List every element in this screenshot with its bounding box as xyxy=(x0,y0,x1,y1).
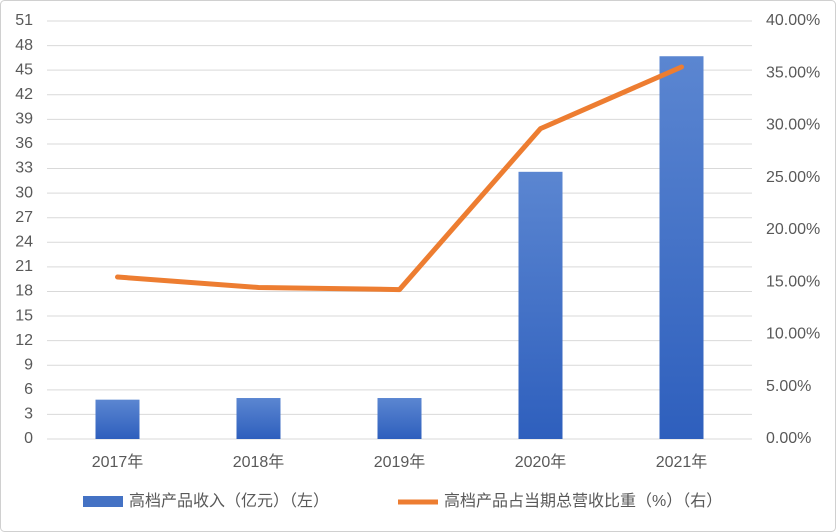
y-tick-label: 48 xyxy=(15,37,33,54)
y2-tick-label: 15.00% xyxy=(766,273,820,290)
x-tick-label: 2020年 xyxy=(515,453,567,471)
y-tick-label: 15 xyxy=(15,307,33,324)
y-tick-label: 27 xyxy=(15,209,33,226)
y-tick-label: 36 xyxy=(15,135,33,152)
line xyxy=(115,64,684,293)
bar xyxy=(236,398,281,439)
y-tick-label: 39 xyxy=(15,111,33,128)
y2-tick-label: 0.00% xyxy=(766,430,811,447)
legend-label: 高档产品收入（亿元）（左） xyxy=(129,492,329,510)
y-tick-label: 0 xyxy=(24,430,33,447)
y2-tick-label: 30.00% xyxy=(766,117,820,134)
y-tick-label: 12 xyxy=(15,332,33,349)
y2-tick-label: 25.00% xyxy=(766,169,820,186)
y-tick-label: 18 xyxy=(15,283,33,300)
y-tick-label: 42 xyxy=(15,86,33,103)
x-tick-label: 2021年 xyxy=(656,453,708,471)
x-tick-label: 2018年 xyxy=(233,453,285,471)
legend-swatch xyxy=(83,496,123,507)
bar xyxy=(659,56,704,440)
y-tick-label: 3 xyxy=(24,406,33,423)
y-tick-label: 6 xyxy=(24,381,33,398)
bar xyxy=(377,398,422,439)
bar xyxy=(518,171,563,439)
y2-tick-label: 5.00% xyxy=(766,378,811,395)
y2-tick-label: 20.00% xyxy=(766,221,820,238)
legend-label: 高档产品占当期总营收比重（%）（右） xyxy=(444,492,722,510)
y2-tick-label: 35.00% xyxy=(766,64,820,81)
y-tick-label: 33 xyxy=(15,160,33,177)
y-tick-label: 21 xyxy=(15,258,33,275)
y-tick-label: 51 xyxy=(15,12,33,29)
bar xyxy=(95,399,140,439)
y-tick-label: 24 xyxy=(15,234,33,251)
y-tick-label: 9 xyxy=(24,356,33,373)
y2-tick-label: 10.00% xyxy=(766,326,820,343)
y2-tick-label: 40.00% xyxy=(766,12,820,29)
y-tick-label: 45 xyxy=(15,61,33,78)
x-tick-label: 2017年 xyxy=(92,453,144,471)
x-tick-label: 2019年 xyxy=(374,453,426,471)
y-tick-label: 30 xyxy=(15,184,33,201)
